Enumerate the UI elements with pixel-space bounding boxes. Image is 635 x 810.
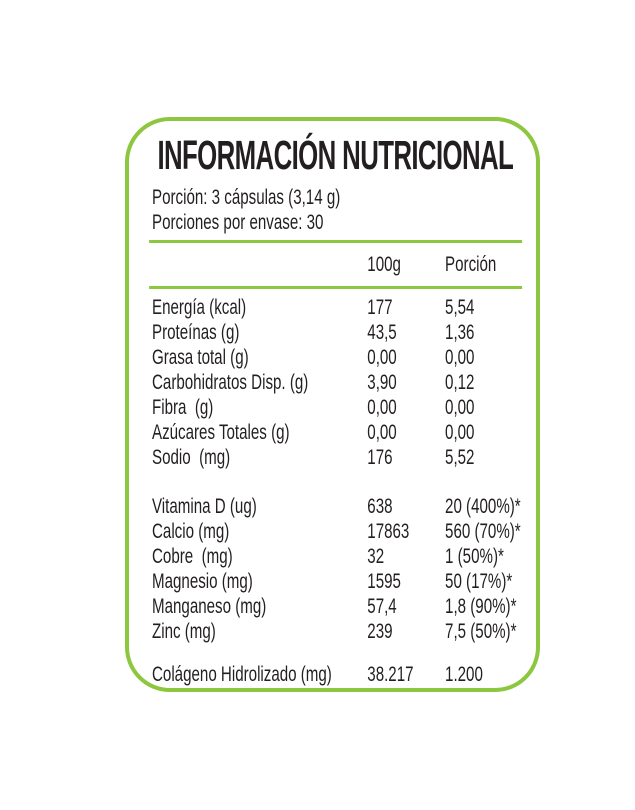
value-portion: 1,36 (445, 321, 475, 344)
value-portion: 7,5 (50%)* (445, 620, 517, 643)
value-100g: 17863 (367, 520, 410, 543)
table-row: Colágeno Hidrolizado (mg) 38.217 1.200 (152, 662, 518, 687)
value-100g: 38.217 (367, 663, 414, 686)
table-header-row: 100g Porción (152, 243, 518, 286)
value-100g: 3,90 (367, 371, 397, 394)
value-100g: 43,5 (367, 321, 397, 344)
divider-top (149, 240, 523, 243)
nutrient-group-macros: Energía (kcal) 177 5,54 Proteínas (g) 43,5 1,… (152, 295, 518, 470)
value-100g: 0,00 (367, 396, 397, 419)
table-row: Magnesio (mg) 1595 50 (17%)* (152, 569, 518, 594)
nutrient-group-collagen: Colágeno Hidrolizado (mg) 38.217 1.200 (152, 662, 518, 687)
row-label: Magnesio (mg) (152, 570, 253, 593)
row-label: Calcio (mg) (152, 520, 230, 543)
table-row: Fibra (g) 0,00 0,00 (152, 395, 518, 420)
nutrition-label-box: INFORMACIÓN NUTRICIONAL Porción: 3 cápsu… (125, 117, 540, 692)
nutrition-table: Energía (kcal) 177 5,54 Proteínas (g) 43,5 1,… (152, 295, 521, 687)
nutrient-group-micros: Vitamina D (ug) 638 20 (400%)* Calcio (mg) 1… (152, 494, 521, 644)
table-row: Manganeso (mg) 57,4 1,8 (90%)* (152, 594, 518, 619)
value-100g: 32 (367, 545, 385, 568)
title-wrap: INFORMACIÓN NUTRICIONAL (152, 131, 518, 178)
table-row: Carbohidratos Disp. (g) 3,90 0,12 (152, 370, 518, 395)
label-title: INFORMACIÓN NUTRICIONAL (157, 131, 513, 178)
value-100g: 177 (367, 296, 393, 319)
column-header-porcion: Porción (445, 253, 497, 276)
row-label: Energía (kcal) (152, 296, 247, 319)
serving-size-line: Porción: 3 cápsulas (3,14 g) (152, 186, 341, 209)
value-100g: 0,00 (367, 421, 397, 444)
row-label: Azúcares Totales (g) (152, 421, 290, 444)
value-100g: 1595 (367, 570, 401, 593)
divider-header (149, 286, 523, 289)
row-label: Proteínas (g) (152, 321, 240, 344)
value-portion: 0,00 (445, 346, 475, 369)
table-row: Proteínas (g) 43,5 1,36 (152, 320, 518, 345)
value-portion: 1 (50%)* (445, 545, 504, 568)
value-portion: 20 (400%)* (445, 495, 521, 518)
row-label: Carbohidratos Disp. (g) (152, 371, 309, 394)
value-portion: 0,00 (445, 421, 475, 444)
value-100g: 57,4 (367, 595, 397, 618)
header-spacer (152, 252, 367, 277)
value-portion: 50 (17%)* (445, 570, 513, 593)
value-portion: 0,12 (445, 371, 475, 394)
table-row: Grasa total (g) 0,00 0,00 (152, 345, 518, 370)
value-portion: 560 (70%)* (445, 520, 521, 543)
value-100g: 176 (367, 446, 393, 469)
table-row: Zinc (mg) 239 7,5 (50%)* (152, 619, 518, 644)
value-portion: 5,54 (445, 296, 475, 319)
row-label: Grasa total (g) (152, 346, 249, 369)
value-100g: 239 (367, 620, 393, 643)
servings-per-container-line: Porciones por envase: 30 (152, 211, 324, 234)
value-portion: 1,8 (90%)* (445, 595, 517, 618)
row-label: Zinc (mg) (152, 620, 216, 643)
row-label: Colágeno Hidrolizado (mg) (152, 663, 332, 686)
value-100g: 0,00 (367, 346, 397, 369)
value-portion: 1.200 (445, 663, 483, 686)
value-portion: 0,00 (445, 396, 475, 419)
table-row: Azúcares Totales (g) 0,00 0,00 (152, 420, 518, 445)
table-row: Energía (kcal) 177 5,54 (152, 295, 518, 320)
row-label: Vitamina D (ug) (152, 495, 257, 518)
row-label: Cobre (mg) (152, 545, 233, 568)
row-label: Sodio (mg) (152, 446, 231, 469)
table-row: Cobre (mg) 32 1 (50%)* (152, 544, 518, 569)
table-row: Calcio (mg) 17863 560 (70%)* (152, 519, 521, 544)
table-row: Vitamina D (ug) 638 20 (400%)* (152, 494, 521, 519)
value-100g: 638 (367, 495, 393, 518)
table-row: Sodio (mg) 176 5,52 (152, 445, 518, 470)
serving-info: Porción: 3 cápsulas (3,14 g) Porciones p… (152, 185, 518, 235)
row-label: Manganeso (mg) (152, 595, 267, 618)
column-header-100g: 100g (367, 253, 401, 276)
label-body: Porción: 3 cápsulas (3,14 g) Porciones p… (149, 185, 523, 687)
row-label: Fibra (g) (152, 396, 214, 419)
value-portion: 5,52 (445, 446, 475, 469)
